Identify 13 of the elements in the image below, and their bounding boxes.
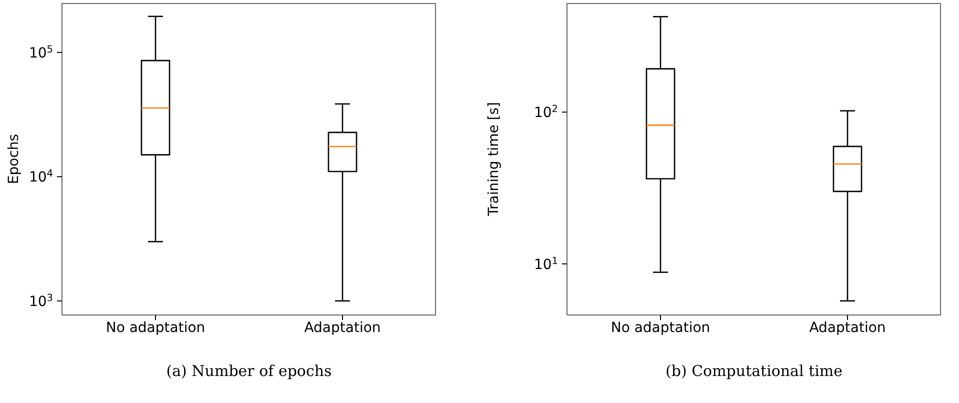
y-tick-label: 10$^{4}$ (28, 168, 53, 186)
y-tick-label: 10$^{1}$ (534, 255, 558, 273)
y-tick-label: 10$^{5}$ (28, 44, 53, 62)
x-tick-label: No adaptation (610, 320, 710, 336)
y-axis-title: Training time [s] (486, 102, 502, 217)
y-tick-label: 10$^{2}$ (534, 104, 558, 122)
y-tick-label: 10$^{3}$ (28, 292, 53, 310)
text: (b) Computational time (664, 362, 844, 380)
x-tick-label: Adaptation (809, 320, 886, 336)
text: (a) Number of epochs (165, 362, 333, 380)
y-axis-title: Epochs (6, 134, 22, 184)
x-tick-label: No adaptation (106, 320, 206, 336)
x-tick-label: Adaptation (304, 320, 381, 336)
